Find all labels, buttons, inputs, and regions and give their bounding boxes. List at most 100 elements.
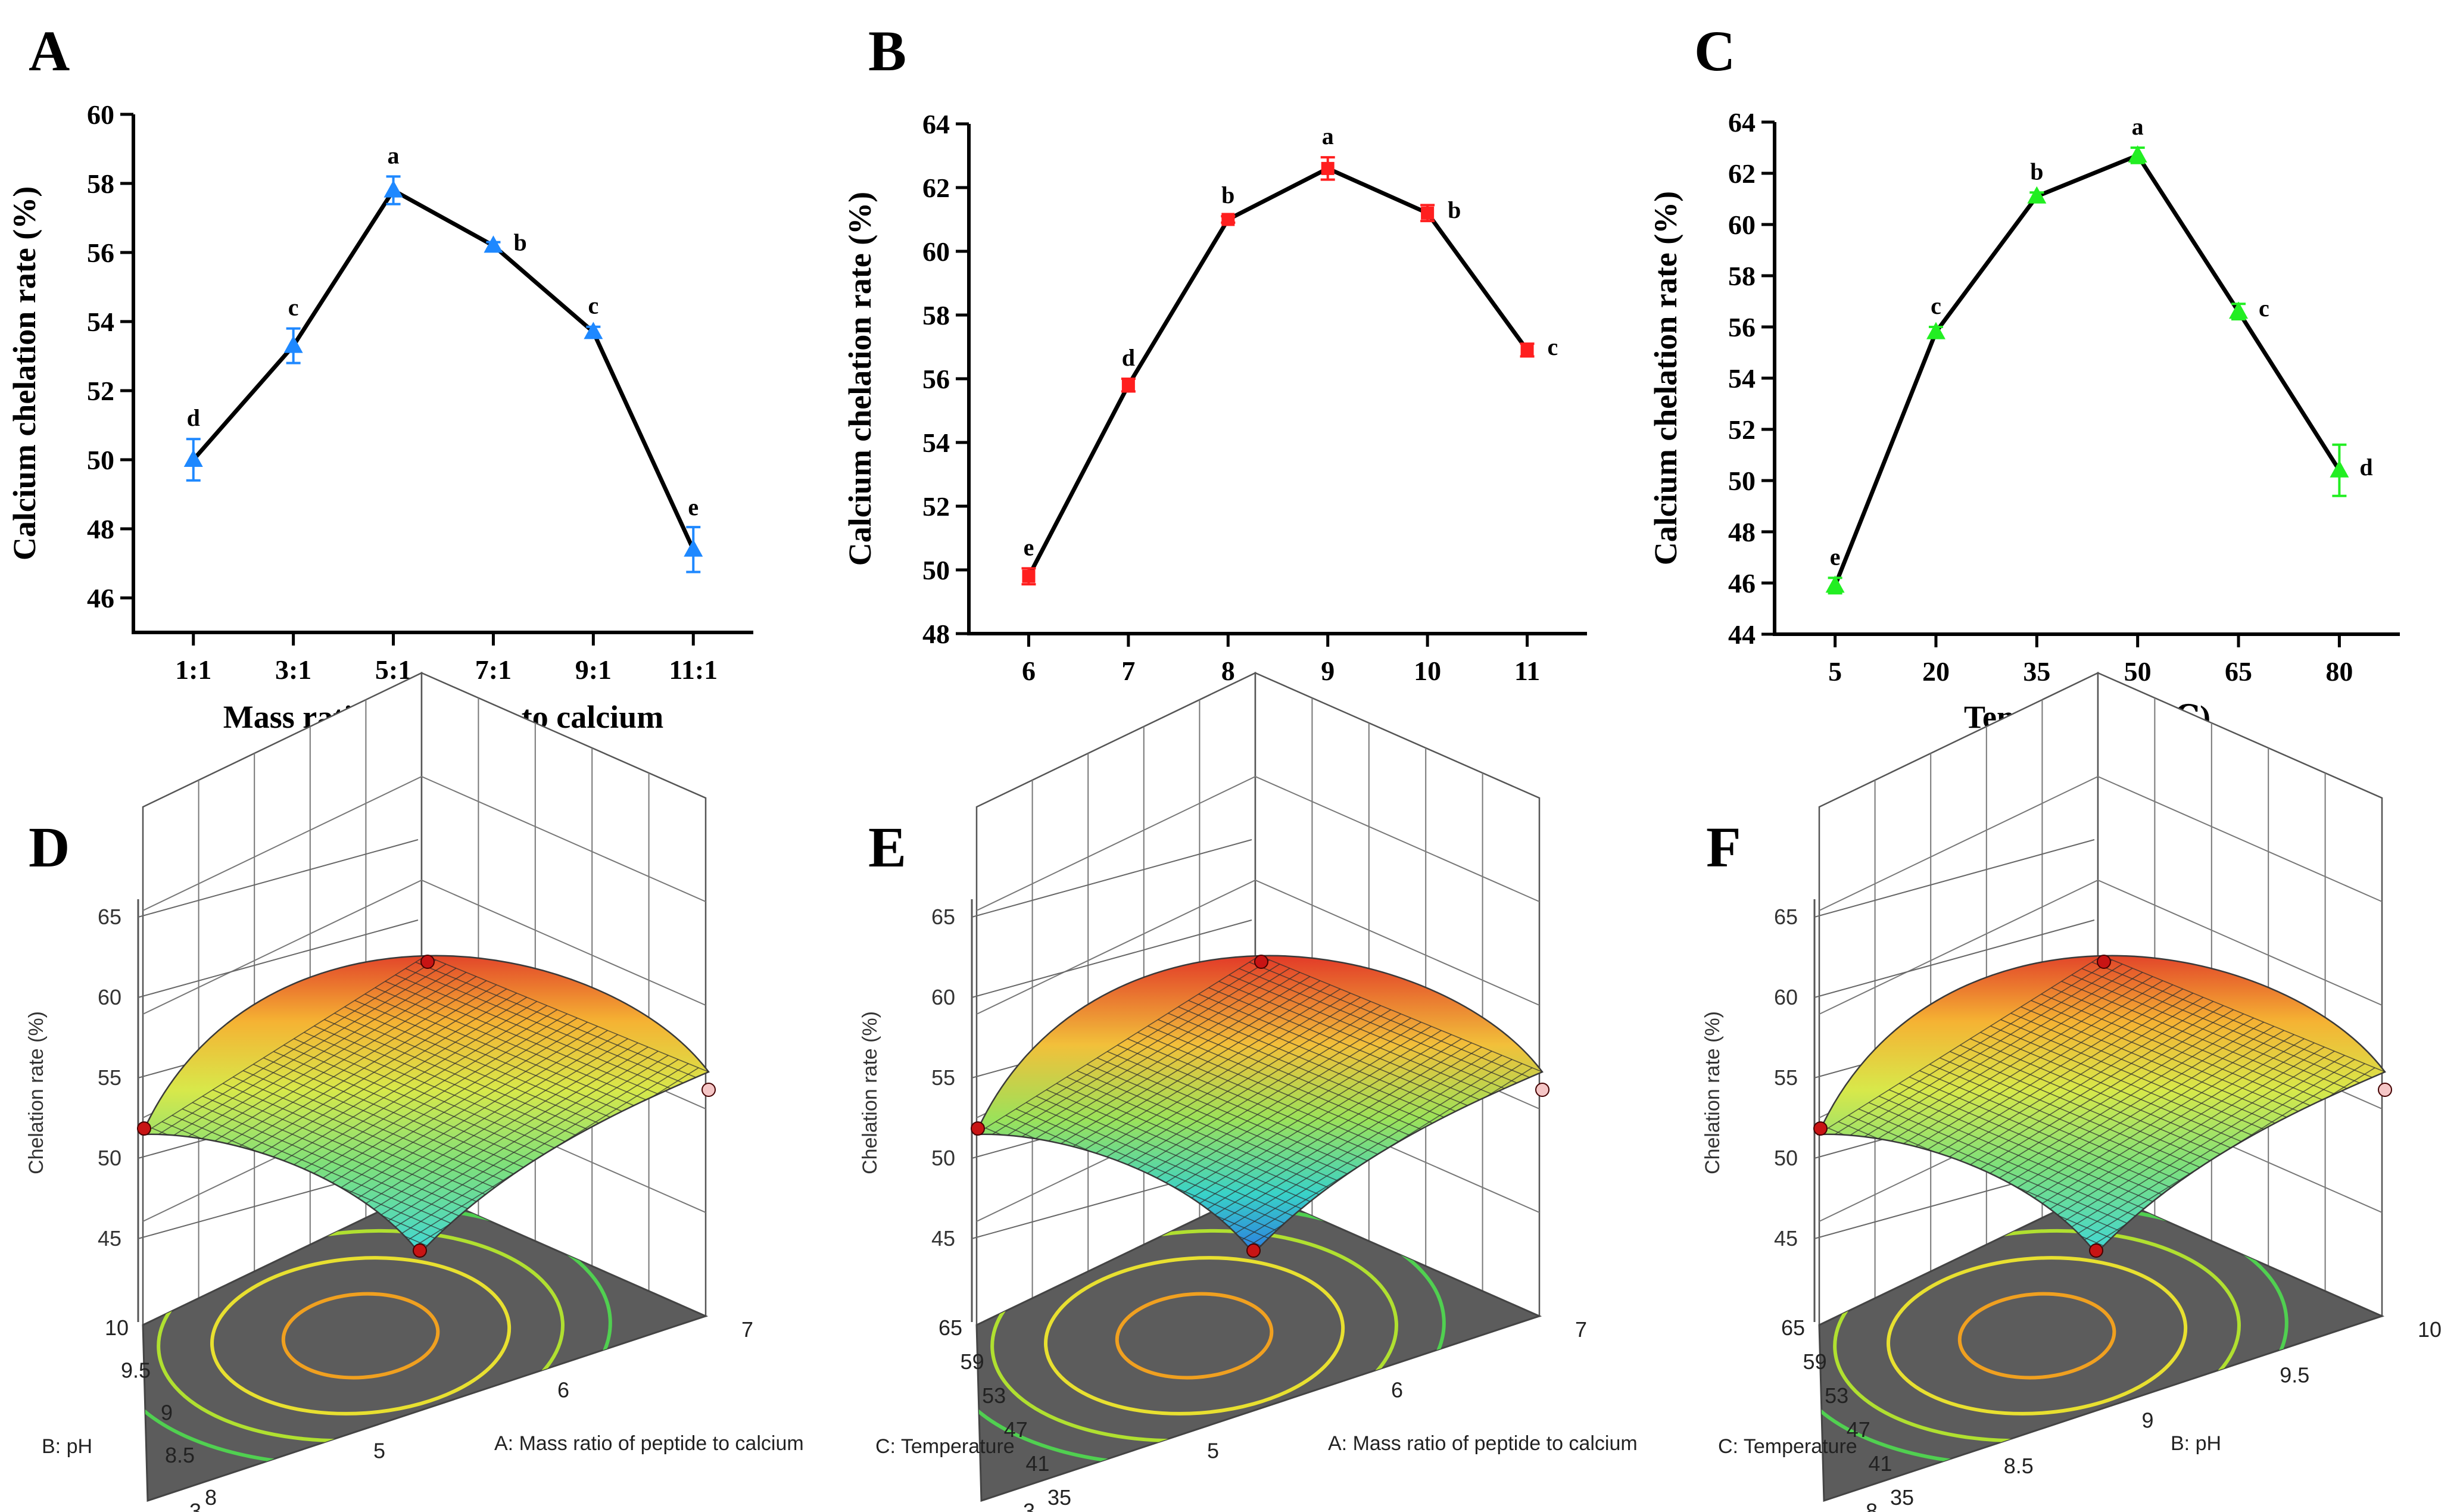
mesh-line: [1188, 1000, 1471, 1118]
data-point: [584, 322, 603, 339]
mesh-line: [360, 1046, 648, 1229]
y-tick-label: 35: [1047, 1485, 1071, 1510]
mesh-line: [375, 987, 657, 1105]
y-tick-label: 65: [1781, 1315, 1805, 1340]
significance-letter: c: [588, 292, 598, 319]
mesh-line: [344, 1006, 626, 1124]
y-tick-label: 58: [87, 169, 114, 199]
y-tick-label: 9.5: [121, 1358, 151, 1382]
contour-line: [1887, 1256, 2188, 1416]
y-tick-label: 59: [961, 1349, 984, 1374]
z-tick-label: 65: [931, 905, 955, 929]
x-tick-label: 8.5: [2004, 1454, 2034, 1478]
significance-letter: d: [1122, 344, 1135, 371]
significance-letter: e: [1830, 543, 1841, 570]
mesh-line: [2051, 987, 2334, 1105]
x-tick-label: 8: [1221, 656, 1235, 686]
data-point: [484, 235, 503, 253]
y-tick-label: 60: [1728, 210, 1756, 240]
y-tick-label: 52: [922, 491, 950, 522]
y-tick-label: 44: [1728, 619, 1756, 650]
design-point: [420, 955, 435, 969]
x-tick-label: 7:1: [475, 654, 512, 685]
x-tick-label: 3: [1023, 1499, 1035, 1512]
y-tick-label: 62: [922, 173, 950, 203]
y-tick-label: 65: [939, 1315, 962, 1340]
design-point: [971, 1121, 985, 1136]
x-tick-label: 50: [2124, 656, 2152, 687]
chart-c: C444648505254565860626452035506580Temper…: [1648, 19, 2400, 735]
panel-letter: D: [29, 815, 70, 879]
data-point: [384, 180, 403, 198]
data-point: [2330, 460, 2349, 478]
mesh-line: [334, 1012, 616, 1131]
y-tick-label: 41: [1868, 1451, 1892, 1476]
z-gridline: [971, 839, 1252, 918]
y-tick-label: 46: [87, 583, 114, 613]
y-tick-label: 56: [922, 364, 950, 394]
panel-letter: E: [868, 815, 906, 879]
z-tick-label: 55: [931, 1065, 955, 1090]
mesh-line: [304, 1031, 585, 1151]
data-point: [1121, 378, 1135, 392]
x-tick-label: 5: [1828, 656, 1842, 687]
significance-letter: c: [288, 294, 299, 321]
chart-d: D 45 50 55 60 65 Chelation rate (%) 3 5 6 7 10 9.5 9 8…: [25, 672, 804, 1512]
y-tick-label: 56: [87, 238, 114, 268]
z-tick-label: 60: [98, 985, 121, 1009]
mesh-line: [354, 1000, 637, 1118]
significance-letter: c: [2259, 295, 2269, 322]
mesh-line: [425, 955, 709, 1073]
mesh-line: [324, 1019, 606, 1137]
z-gridline: [1814, 839, 2095, 918]
y-tick-label: 52: [87, 376, 114, 406]
mesh-line: [1970, 1038, 2252, 1157]
mesh-line: [1990, 1025, 2272, 1144]
mesh-line: [2046, 1050, 2335, 1233]
design-point: [413, 1243, 427, 1258]
mesh-line: [2000, 1019, 2283, 1137]
x-tick-label: 8: [1866, 1499, 1878, 1512]
y-axis-label: Calcium chelation rate (%): [842, 192, 878, 566]
significance-letter: c: [1931, 292, 1941, 319]
z-axis-label: Chelation rate (%): [859, 1011, 881, 1174]
mesh-line: [300, 1021, 588, 1203]
significance-letter: b: [513, 229, 526, 255]
y-tick-label: 64: [1728, 107, 1756, 138]
design-point: [2089, 1243, 2103, 1258]
x-tick-label: 5:1: [375, 654, 411, 685]
y-tick-label: 53: [1825, 1383, 1848, 1408]
z-tick-label: 50: [931, 1146, 955, 1170]
z-tick-label: 60: [1774, 985, 1798, 1009]
wall-gridline: [142, 775, 706, 911]
y-tick-label: 60: [87, 99, 114, 130]
y-tick-label: 8.5: [165, 1443, 195, 1467]
mesh-line: [1957, 1013, 2244, 1195]
z-tick-label: 50: [98, 1146, 121, 1170]
design-point: [1254, 955, 1268, 969]
y-tick-label: 54: [1728, 363, 1756, 394]
wall-gridline: [976, 775, 1540, 911]
data-point: [1221, 213, 1235, 226]
z-gridline: [138, 919, 419, 998]
significance-letter: a: [1322, 123, 1334, 149]
x-axis-label: A: Mass ratio of peptide to calcium: [1328, 1432, 1638, 1455]
z-tick-label: 45: [931, 1226, 955, 1251]
data-point: [1321, 161, 1335, 175]
series-line: [1833, 152, 2341, 587]
z-tick-label: 50: [1774, 1146, 1798, 1170]
chart-b: B48505254565860626467891011pHCalcium che…: [842, 19, 1587, 735]
z-tick-label: 45: [1774, 1226, 1798, 1251]
wall-gridline: [142, 879, 706, 1015]
x-tick-label: 5: [1207, 1438, 1219, 1463]
y-tick-label: 46: [1728, 568, 1756, 598]
mesh-line: [2081, 968, 2365, 1086]
data-point: [283, 335, 303, 353]
x-tick-label: 9:1: [575, 654, 612, 685]
design-point: [2378, 1083, 2392, 1097]
significance-letter: d: [2359, 454, 2372, 481]
z-tick-label: 55: [1774, 1065, 1798, 1090]
